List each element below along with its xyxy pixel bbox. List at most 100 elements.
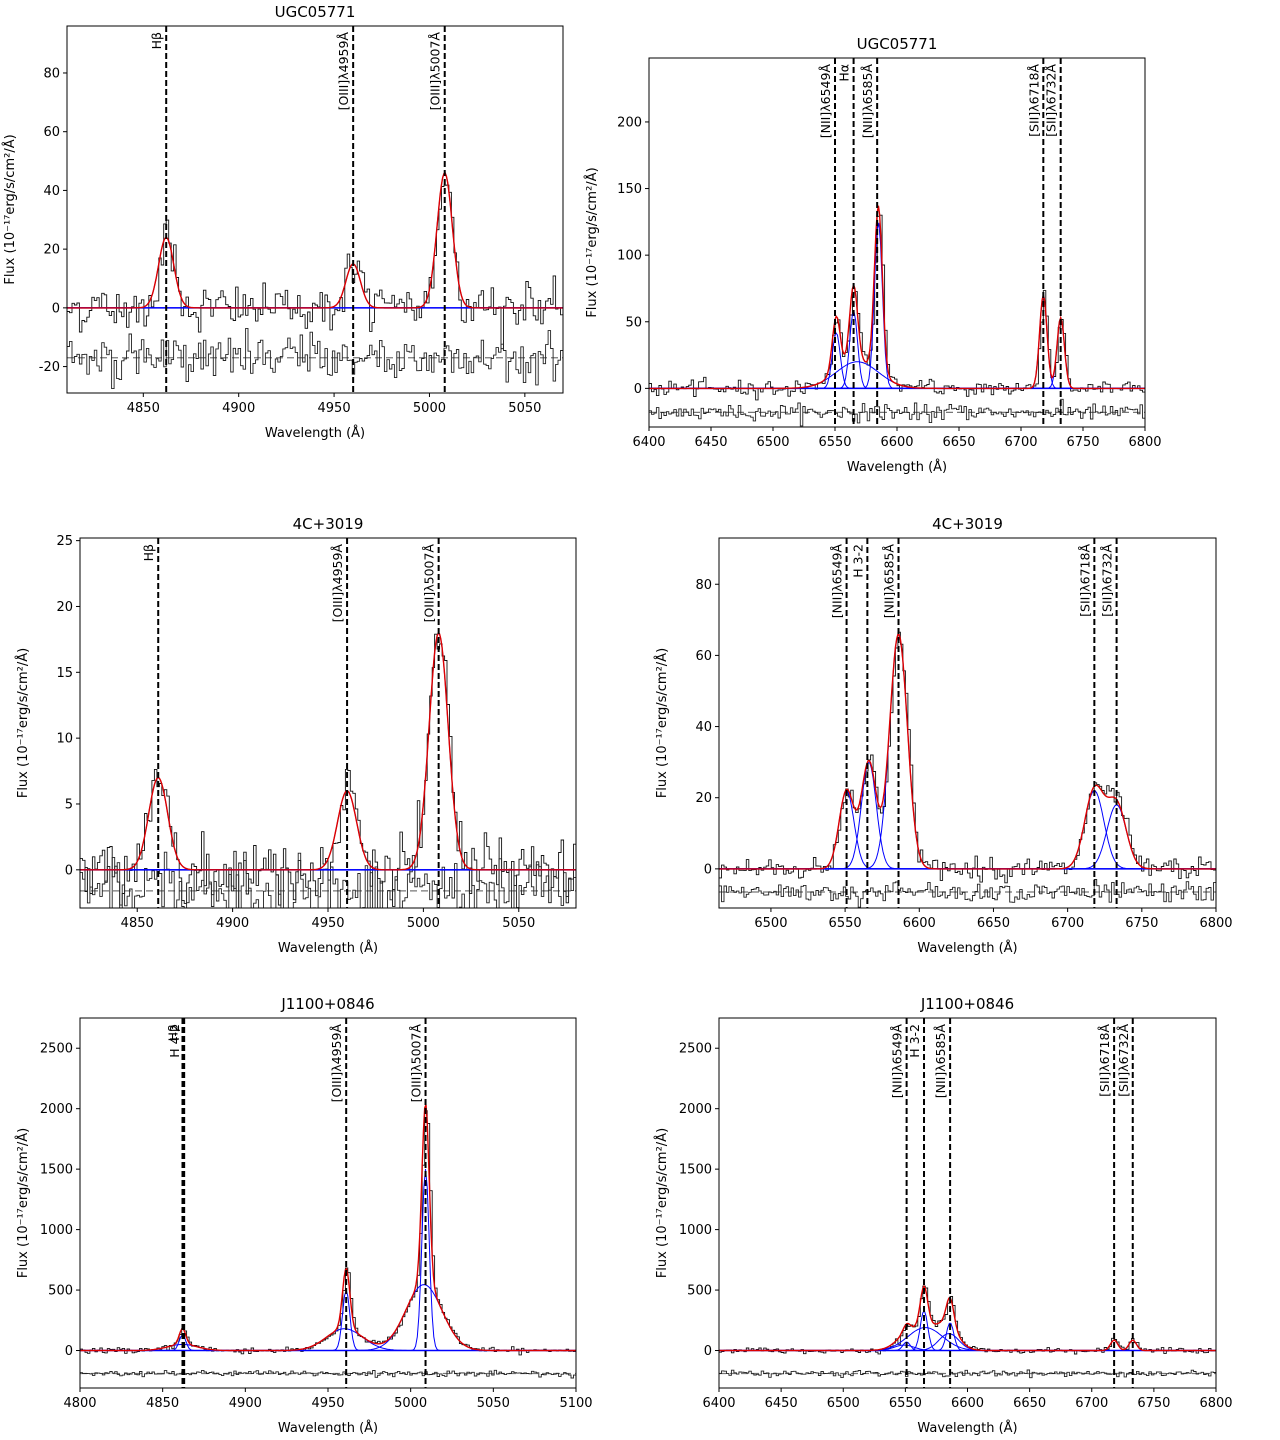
panel-6: J1100+0846 Wavelength (Å) Flux (10⁻¹⁷erg/s… <box>654 995 1233 1436</box>
emission-line-label: [NII]λ6549Å <box>818 64 833 139</box>
x-tick-label: 4850 <box>146 1396 179 1411</box>
y-tick-label: 0 <box>634 382 642 397</box>
x-tick-label: 5000 <box>407 916 440 931</box>
residual-spectrum <box>649 398 1145 427</box>
emission-line-label: Hβ <box>141 544 156 561</box>
emission-line-label: [SII]λ6732Å <box>1116 1024 1131 1097</box>
x-tick-label: 6450 <box>694 435 727 450</box>
emission-line-label: [OIII]λ4959Å <box>329 1024 344 1103</box>
panel-3: 4C+3019 Wavelength (Å) Flux (10⁻¹⁷erg/s/cm… <box>15 515 577 956</box>
y-tick-label: 150 <box>617 182 642 197</box>
component-gaussian <box>67 172 563 309</box>
y-tick-label: 1500 <box>40 1163 73 1178</box>
component-gaussian <box>80 1328 576 1351</box>
y-axis-label: Flux (10⁻¹⁷erg/s/cm²/Å) <box>2 134 18 284</box>
y-tick-label: 0 <box>65 863 73 878</box>
x-axis-label: Wavelength (Å) <box>917 940 1017 956</box>
plot-area <box>719 631 1216 908</box>
y-tick-label: 20 <box>43 243 60 258</box>
x-tick-label: 6500 <box>754 916 787 931</box>
y-tick-label: 2000 <box>679 1102 712 1117</box>
axes-frame <box>648 57 1146 428</box>
emission-line-label: [SII]λ6718Å <box>1077 544 1092 617</box>
x-tick-label: 4800 <box>63 1396 96 1411</box>
component-gaussian <box>649 222 1145 389</box>
model-fit <box>649 205 1145 390</box>
y-tick-label: 15 <box>56 666 73 681</box>
model-fit <box>719 633 1216 870</box>
x-tick-label: 6550 <box>829 916 862 931</box>
x-axis-label: Wavelength (Å) <box>917 1420 1017 1436</box>
y-tick-label: 500 <box>48 1284 73 1299</box>
plot-area <box>719 1284 1216 1379</box>
y-tick-label: 2500 <box>40 1042 73 1057</box>
y-tick-label: 80 <box>43 66 60 81</box>
emission-line-label: H 3-2 <box>907 1024 922 1058</box>
component-gaussian <box>80 1169 576 1351</box>
emission-line-label: [SII]λ6732Å <box>1044 64 1059 137</box>
x-axis-label: Wavelength (Å) <box>278 1420 378 1436</box>
x-tick-label: 6650 <box>942 435 975 450</box>
y-tick-label: 0 <box>704 862 712 877</box>
x-tick-label: 5100 <box>559 1396 592 1411</box>
observed-spectrum <box>719 631 1216 884</box>
x-tick-label: 6600 <box>951 1396 984 1411</box>
component-gaussian <box>80 631 576 871</box>
model-fit <box>80 631 576 871</box>
component-gaussian <box>67 236 563 309</box>
emission-line-label: Hβ <box>166 1024 181 1041</box>
y-tick-label: 25 <box>56 534 73 549</box>
x-tick-label: 4950 <box>311 1396 344 1411</box>
observed-spectrum <box>67 184 563 350</box>
x-tick-label: 6600 <box>880 435 913 450</box>
x-tick-label: 6800 <box>1128 435 1161 450</box>
y-axis-label: Flux (10⁻¹⁷erg/s/cm²/Å) <box>654 1128 670 1278</box>
residual-spectrum <box>719 879 1216 908</box>
y-tick-label: 2000 <box>40 1102 73 1117</box>
y-tick-label: 100 <box>617 249 642 264</box>
x-tick-label: 4850 <box>127 401 160 416</box>
plot-area <box>80 1104 576 1379</box>
emission-line-label: [SII]λ6718Å <box>1097 1024 1112 1097</box>
y-axis-label: Flux (10⁻¹⁷erg/s/cm²/Å) <box>584 167 600 317</box>
y-axis-label: Flux (10⁻¹⁷erg/s/cm²/Å) <box>15 1128 31 1278</box>
x-tick-label: 6700 <box>1051 916 1084 931</box>
y-axis-label: Flux (10⁻¹⁷erg/s/cm²/Å) <box>15 648 31 798</box>
emission-line-label: H 3-2 <box>850 544 865 578</box>
y-tick-label: 1000 <box>679 1223 712 1238</box>
chart-title: J1100+0846 <box>920 995 1014 1013</box>
x-tick-label: 6500 <box>756 435 789 450</box>
y-tick-label: 0 <box>704 1344 712 1359</box>
axes-frame <box>79 1017 577 1389</box>
x-tick-label: 6550 <box>889 1396 922 1411</box>
panel-4: 4C+3019 Wavelength (Å) Flux (10⁻¹⁷erg/s/cm… <box>654 515 1233 956</box>
emission-line-label: Hα <box>837 64 852 82</box>
emission-line-label: H 4-2 <box>167 1024 182 1058</box>
x-tick-label: 6650 <box>977 916 1010 931</box>
x-tick-label: 5050 <box>477 1396 510 1411</box>
component-gaussian <box>719 762 1216 870</box>
y-tick-label: 60 <box>695 649 712 664</box>
plot-area <box>67 172 563 390</box>
panel-5: J1100+0846 Wavelength (Å) Flux (10⁻¹⁷erg/s… <box>15 995 593 1436</box>
x-tick-label: 6700 <box>1004 435 1037 450</box>
model-fit <box>80 1104 576 1352</box>
component-gaussian <box>80 1284 576 1351</box>
axes-frame <box>718 1017 1217 1389</box>
emission-line-label: [OIII]λ4959Å <box>336 32 351 111</box>
x-tick-label: 6650 <box>1013 1396 1046 1411</box>
panel-2: UGC05771 Wavelength (Å) Flux (10⁻¹⁷erg/s/c… <box>584 35 1162 475</box>
component-gaussian <box>649 309 1145 389</box>
emission-line-label: [OIII]λ4959Å <box>330 544 345 623</box>
y-tick-label: 20 <box>695 791 712 806</box>
x-tick-label: 5000 <box>413 401 446 416</box>
x-tick-label: 6400 <box>632 435 665 450</box>
panel-1: UGC05771 Wavelength (Å) Flux (10⁻¹⁷erg/s/c… <box>2 3 564 441</box>
x-tick-label: 6450 <box>765 1396 798 1411</box>
component-gaussian <box>649 317 1145 389</box>
chart-title: UGC05771 <box>275 3 356 21</box>
y-tick-label: 20 <box>56 600 73 615</box>
emission-line-label: [NII]λ6585Å <box>860 64 875 139</box>
x-axis-label: Wavelength (Å) <box>265 425 365 441</box>
